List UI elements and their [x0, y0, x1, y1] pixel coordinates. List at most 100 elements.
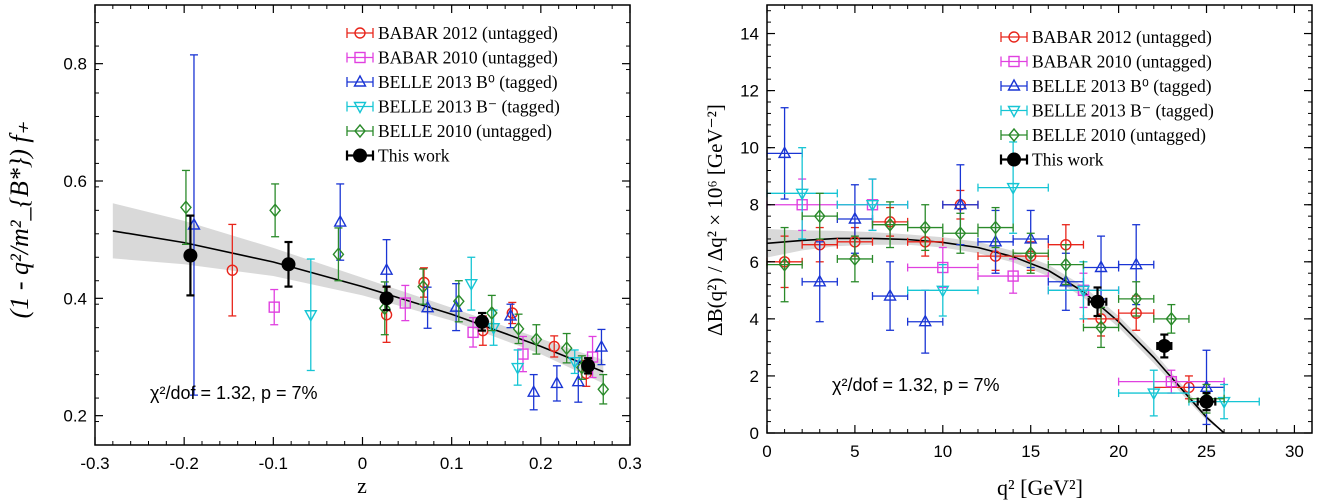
y-tick-label: 14	[740, 25, 759, 44]
right-panel: 0 5 10 15 20 25 30 0 2 4 6 8 10 12 14 BABAR 2012 (unta…	[703, 4, 1313, 500]
legend-label: BABAR 2012 (untagged)	[378, 23, 558, 43]
plot-frame	[766, 4, 1313, 434]
fit-band	[112, 203, 604, 384]
data-point	[560, 332, 573, 364]
data-point	[503, 303, 518, 329]
data-point	[452, 280, 465, 323]
data-point	[571, 360, 585, 403]
data-point	[836, 235, 874, 283]
data-point	[906, 264, 979, 317]
series-5	[183, 214, 596, 375]
data-point	[1153, 303, 1190, 334]
data-point	[512, 313, 525, 345]
legend: BABAR 2012 (untagged) BABAR 2010 (untagge…	[345, 23, 560, 166]
legend-label: BABAR 2012 (untagged)	[1032, 27, 1212, 47]
data-point	[379, 285, 394, 312]
y-tick-label: 4	[750, 310, 759, 329]
data-point	[420, 286, 435, 329]
data-point	[269, 183, 282, 238]
data-point	[1117, 224, 1155, 306]
x-axis-label: q² [GeV²]	[997, 475, 1083, 500]
data-point	[464, 256, 478, 311]
series-4	[180, 169, 610, 405]
data-point	[281, 240, 296, 288]
x-tick-label: -0.2	[170, 454, 199, 473]
data-point	[474, 311, 489, 332]
legend-entry: BELLE 2013 B⁰ (tagged)	[1000, 76, 1212, 96]
data-point	[304, 258, 318, 372]
data-point	[417, 268, 430, 305]
data-point	[183, 214, 198, 297]
legend-entry: This work	[345, 146, 450, 166]
legend-label: BELLE 2013 B⁰ (tagged)	[1032, 76, 1212, 96]
x-tick-label: 0.3	[618, 454, 642, 473]
legend-label: BELLE 2013 B⁻ (tagged)	[1032, 101, 1214, 121]
data-point	[906, 289, 944, 354]
data-point	[801, 241, 838, 323]
left-panel: -0.3 -0.2 -0.1 0 0.1 0.2 0.3 0.2 0.4 0.6 0.8 BABAR…	[5, 4, 642, 498]
y-tick-label: 0.2	[63, 407, 87, 426]
data-point	[977, 258, 1049, 294]
legend: BABAR 2012 (untagged) BABAR 2010 (untagge…	[999, 27, 1214, 170]
fit-error-band	[767, 229, 1225, 433]
legend-label: BELLE 2010 (untagged)	[378, 121, 552, 141]
y-tick-label: 10	[740, 139, 759, 158]
x-tick-label: 5	[850, 442, 859, 461]
data-point	[977, 206, 1014, 249]
data-point	[268, 288, 280, 326]
x-tick-label: 25	[1197, 442, 1216, 461]
fit-quality-annotation: χ²/dof = 1.32, p = 7%	[150, 383, 318, 403]
x-tick-label: 15	[1021, 442, 1040, 461]
data-point	[485, 294, 498, 332]
x-tick-label: 0	[762, 442, 771, 461]
x-tick-label: 20	[1109, 442, 1128, 461]
data-point	[510, 349, 525, 386]
y-tick-label: 0.4	[63, 289, 87, 308]
legend-entry: BELLE 2013 B⁻ (tagged)	[346, 97, 560, 117]
data-point	[1012, 232, 1049, 274]
data-points	[180, 54, 610, 411]
x-axis-label: z	[357, 473, 367, 498]
y-tick-label: 2	[750, 367, 759, 386]
data-point	[548, 335, 560, 358]
data-point	[467, 317, 479, 348]
data-point	[530, 324, 543, 355]
legend-label: BELLE 2010 (untagged)	[1032, 125, 1206, 145]
y-tick-label: 0.6	[63, 172, 87, 191]
data-point	[801, 192, 838, 240]
x-tick-label: -0.3	[80, 454, 109, 473]
legend-entry: BABAR 2010 (untagged)	[346, 48, 558, 68]
data-point	[1087, 286, 1108, 318]
legend-label: BELLE 2013 B⁰ (tagged)	[378, 72, 558, 92]
legend-label: BABAR 2010 (untagged)	[1032, 52, 1212, 72]
x-tick-label: -0.1	[259, 454, 288, 473]
plot-frame	[94, 4, 631, 446]
x-tick-label: 0	[358, 454, 367, 473]
data-point	[1047, 244, 1085, 286]
data-point	[378, 281, 391, 336]
y-tick-label: 6	[750, 253, 759, 272]
y-axis-label: (1 - q²/m²_{B*}) f₊	[5, 121, 34, 318]
data-point	[906, 204, 944, 252]
data-point	[1196, 391, 1217, 412]
y-tick-label: 0	[750, 424, 759, 443]
fit-line	[112, 230, 604, 373]
legend-label: This work	[378, 146, 450, 166]
series-4	[766, 192, 1225, 414]
legend-entry: BELLE 2013 B⁻ (tagged)	[1000, 101, 1214, 121]
data-point	[226, 223, 239, 317]
data-point	[581, 357, 596, 375]
data-point	[766, 107, 803, 200]
legend-label: BABAR 2010 (untagged)	[378, 48, 558, 68]
legend-entry: BABAR 2010 (untagged)	[1000, 52, 1212, 72]
legend-entry: This work	[999, 150, 1104, 170]
data-point	[766, 147, 838, 240]
legend-label: BELLE 2013 B⁻ (tagged)	[378, 97, 560, 117]
data-point	[180, 169, 192, 246]
data-point	[594, 328, 609, 366]
legend-entry: BELLE 2010 (untagged)	[1000, 125, 1206, 145]
data-point	[332, 227, 345, 282]
data-point	[333, 183, 347, 261]
series-1	[268, 284, 599, 379]
